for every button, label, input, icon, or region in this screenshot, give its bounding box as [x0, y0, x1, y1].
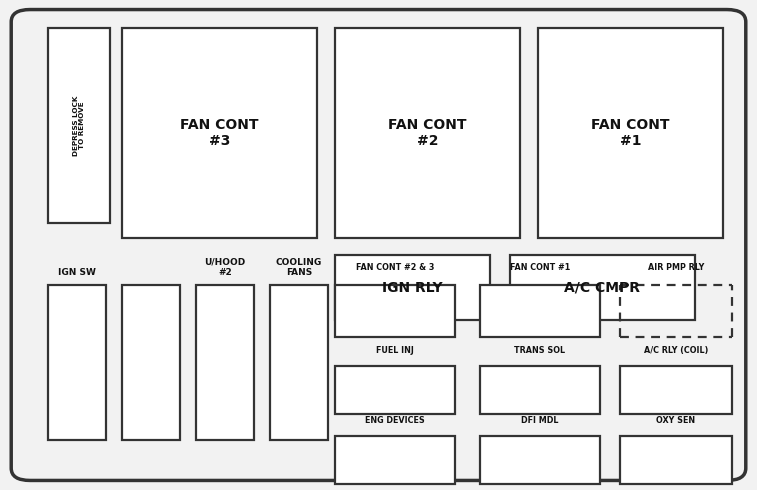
Bar: [48, 28, 110, 223]
Bar: [335, 285, 455, 337]
Text: FAN CONT
#2: FAN CONT #2: [388, 118, 467, 148]
Bar: [480, 366, 600, 414]
Bar: [270, 285, 328, 440]
Bar: [538, 28, 723, 238]
Bar: [335, 255, 490, 320]
Bar: [122, 285, 180, 440]
Bar: [620, 436, 732, 484]
Bar: [480, 285, 600, 337]
Text: AIR PMP RLY: AIR PMP RLY: [648, 263, 704, 272]
Text: IGN SW: IGN SW: [58, 268, 96, 277]
Bar: [122, 28, 317, 238]
Text: COOLING
FANS: COOLING FANS: [276, 258, 322, 277]
Bar: [196, 285, 254, 440]
Text: DEPRESS LOCK
TO REMOVE: DEPRESS LOCK TO REMOVE: [73, 96, 86, 156]
Text: FAN CONT #1: FAN CONT #1: [510, 263, 570, 272]
Text: ENG DEVICES: ENG DEVICES: [365, 416, 425, 425]
Text: FUEL INJ: FUEL INJ: [376, 346, 414, 355]
Text: DFI MDL: DFI MDL: [522, 416, 559, 425]
Bar: [335, 436, 455, 484]
Bar: [335, 28, 520, 238]
Bar: [510, 255, 695, 320]
Bar: [480, 436, 600, 484]
Text: FAN CONT
#1: FAN CONT #1: [591, 118, 670, 148]
Bar: [620, 366, 732, 414]
FancyBboxPatch shape: [11, 9, 746, 481]
Text: IGN RLY: IGN RLY: [382, 280, 443, 294]
Text: A/C RLY (COIL): A/C RLY (COIL): [643, 346, 709, 355]
Bar: [48, 285, 106, 440]
Text: FAN CONT #2 & 3: FAN CONT #2 & 3: [356, 263, 435, 272]
Text: U/HOOD
#2: U/HOOD #2: [204, 258, 245, 277]
Text: FAN CONT
#3: FAN CONT #3: [180, 118, 259, 148]
Text: TRANS SOL: TRANS SOL: [515, 346, 565, 355]
Text: A/C CMPR: A/C CMPR: [565, 280, 640, 294]
Text: OXY SEN: OXY SEN: [656, 416, 696, 425]
Bar: [335, 366, 455, 414]
